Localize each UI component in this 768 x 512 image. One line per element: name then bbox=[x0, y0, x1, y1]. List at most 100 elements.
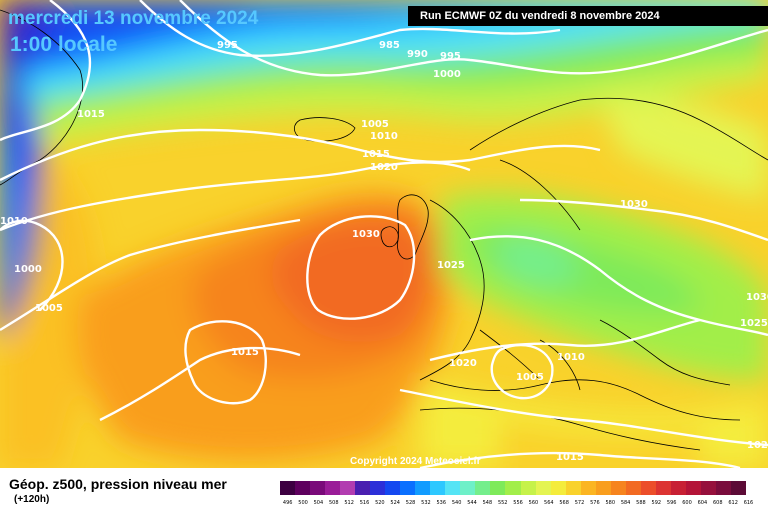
isobar-label: 1020 bbox=[747, 440, 768, 451]
isobar-label: 1015 bbox=[556, 452, 584, 463]
colorbar-swatch bbox=[550, 481, 566, 495]
colorbar-swatch bbox=[430, 481, 446, 495]
isobar-label: 1005 bbox=[361, 119, 389, 130]
isobar-label: 995 bbox=[217, 40, 238, 51]
colorbar bbox=[280, 481, 746, 495]
model-run-label: Run ECMWF 0Z du vendredi 8 novembre 2024 bbox=[408, 6, 768, 26]
weather-map: 995 985 990 995 1000 1015 1005 1010 1015… bbox=[0, 0, 768, 468]
colorbar-tick-label: 508 bbox=[328, 500, 339, 506]
isobar-label: 1010 bbox=[557, 352, 585, 363]
colorbar-swatch bbox=[610, 481, 626, 495]
isobar-label: 1020 bbox=[370, 162, 398, 173]
legend-subtitle: (+120h) bbox=[14, 494, 50, 505]
colorbar-tick-label: 524 bbox=[390, 500, 400, 506]
colorbar-tick-label: 528 bbox=[405, 500, 416, 506]
isobar-label: 1005 bbox=[35, 303, 63, 314]
colorbar-swatch bbox=[490, 481, 506, 495]
colorbar-tick-label: 532 bbox=[421, 500, 431, 506]
copyright-notice: Copyright 2024 Meteociel.fr bbox=[350, 456, 481, 467]
colorbar-tick-label: 540 bbox=[451, 500, 462, 506]
isobar-label: 995 bbox=[440, 51, 461, 62]
colorbar-tick-label: 576 bbox=[590, 500, 600, 506]
isobar-label: 1015 bbox=[362, 149, 390, 160]
colorbar-tick-label: 568 bbox=[559, 500, 569, 506]
colorbar-swatch bbox=[715, 481, 731, 495]
forecast-time: 1:00 locale bbox=[10, 33, 118, 56]
colorbar-tick-label: 512 bbox=[344, 500, 354, 506]
isobar-label: 1005 bbox=[516, 372, 544, 383]
z500-field bbox=[0, 0, 768, 468]
colorbar-tick-label: 500 bbox=[298, 500, 308, 506]
colorbar-ticks: 496 500 504 508 512 516 520 524 528 532 536 540 544 5… bbox=[280, 500, 756, 510]
isobar-label: 985 bbox=[379, 40, 400, 51]
isobar-label: 1010 bbox=[370, 131, 398, 142]
colorbar-tick-label: 560 bbox=[528, 500, 539, 506]
legend-footer: Géop. z500, pression niveau mer (+120h) … bbox=[0, 468, 768, 512]
colorbar-swatch bbox=[685, 481, 701, 495]
colorbar-swatch bbox=[385, 481, 401, 495]
colorbar-tick-label: 496 bbox=[282, 500, 293, 506]
isobar-label: 1025 bbox=[740, 318, 768, 329]
colorbar-tick-label: 564 bbox=[544, 500, 554, 506]
colorbar-tick-label: 608 bbox=[712, 500, 723, 506]
colorbar-tick-label: 616 bbox=[743, 500, 754, 506]
isobar-label: 1030 bbox=[352, 229, 380, 240]
colorbar-swatch bbox=[640, 481, 656, 495]
isobars bbox=[0, 0, 768, 468]
colorbar-swatch bbox=[535, 481, 551, 495]
isobar-labels: 995 985 990 995 1000 1015 1005 1010 1015… bbox=[0, 40, 768, 463]
colorbar-swatch bbox=[310, 481, 326, 495]
colorbar-tick-label: 604 bbox=[697, 500, 708, 506]
colorbar-tick-label: 548 bbox=[482, 500, 493, 506]
isobar-label: 1025 bbox=[437, 260, 465, 271]
colorbar-tick-label: 600 bbox=[682, 500, 692, 506]
colorbar-tick-label: 588 bbox=[636, 500, 646, 506]
colorbar-swatch bbox=[595, 481, 611, 495]
colorbar-swatch bbox=[280, 481, 296, 495]
isobar-label: 1000 bbox=[14, 264, 42, 275]
colorbar-tick-label: 580 bbox=[605, 500, 615, 506]
colorbar-tick-label: 552 bbox=[497, 500, 508, 506]
colorbar-swatch bbox=[460, 481, 476, 495]
isobar-label: 1030 bbox=[620, 199, 648, 210]
colorbar-swatch bbox=[700, 481, 716, 495]
colorbar-tick-label: 584 bbox=[620, 500, 631, 506]
isobar-label: 1020 bbox=[449, 358, 477, 369]
colorbar-swatch bbox=[505, 481, 521, 495]
colorbar-swatch bbox=[340, 481, 356, 495]
colorbar-swatch bbox=[325, 481, 341, 495]
colorbar-tick-label: 612 bbox=[728, 500, 738, 506]
isobar-label: 1030 bbox=[746, 292, 768, 303]
colorbar-swatch bbox=[625, 481, 641, 495]
colorbar-swatch bbox=[580, 481, 596, 495]
colorbar-swatch bbox=[295, 481, 311, 495]
colorbar-swatch bbox=[565, 481, 581, 495]
colorbar-swatch bbox=[400, 481, 416, 495]
colorbar-swatch bbox=[655, 481, 671, 495]
colorbar-tick-label: 572 bbox=[574, 500, 585, 506]
colorbar-swatch bbox=[475, 481, 491, 495]
colorbar-tick-label: 504 bbox=[313, 500, 324, 506]
map-canvas: 995 985 990 995 1000 1015 1005 1010 1015… bbox=[0, 0, 768, 468]
colorbar-swatch bbox=[415, 481, 431, 495]
colorbar-swatch bbox=[445, 481, 461, 495]
colorbar-tick-label: 556 bbox=[513, 500, 523, 506]
colorbar-swatch bbox=[370, 481, 386, 495]
colorbar-tick-label: 592 bbox=[651, 500, 662, 506]
colorbar-tick-label: 544 bbox=[467, 500, 477, 506]
legend-title: Géop. z500, pression niveau mer bbox=[9, 476, 227, 492]
isobar-label: 1015 bbox=[77, 109, 105, 120]
colorbar-tick-label: 596 bbox=[666, 500, 677, 506]
colorbar-tick-label: 520 bbox=[375, 500, 385, 506]
isobar-label: 990 bbox=[407, 49, 428, 60]
forecast-date: mercredi 13 novembre 2024 bbox=[8, 8, 259, 29]
isobar-label: 1010 bbox=[0, 216, 28, 227]
isobar-label: 1000 bbox=[433, 69, 461, 80]
colorbar-swatch bbox=[670, 481, 686, 495]
colorbar-tick-label: 536 bbox=[436, 500, 447, 506]
colorbar-swatch bbox=[730, 481, 746, 495]
isobar-label: 1015 bbox=[231, 347, 259, 358]
colorbar-swatch bbox=[355, 481, 371, 495]
colorbar-tick-label: 516 bbox=[359, 500, 370, 506]
colorbar-swatch bbox=[520, 481, 536, 495]
